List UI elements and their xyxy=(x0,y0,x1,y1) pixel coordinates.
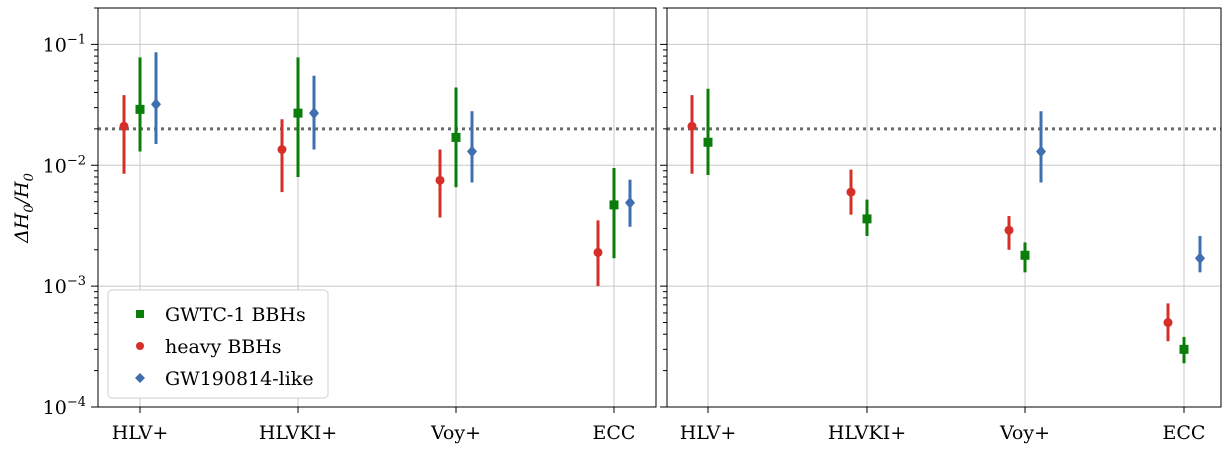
marker-gw190814 xyxy=(309,107,319,120)
y-tick-label: 10−2 xyxy=(43,153,86,177)
legend-marker-diamond xyxy=(135,373,145,383)
legend-box xyxy=(107,289,329,399)
x-tick-label: HLV+ xyxy=(112,422,169,444)
marker-gw190814 xyxy=(1195,252,1205,265)
legend-label: GWTC-1 BBHs xyxy=(165,304,306,326)
y-tick-label: 10−4 xyxy=(43,395,86,419)
x-tick-label: Voy+ xyxy=(430,422,481,444)
marker-gwtc1 xyxy=(135,104,145,114)
marker-gwtc1 xyxy=(1020,250,1030,260)
x-tick-label: ECC xyxy=(593,422,636,444)
marker-heavy xyxy=(846,187,856,197)
y-axis-title: ΔH0/H0 xyxy=(11,173,37,244)
marker-gwtc1 xyxy=(609,200,619,210)
marker-heavy xyxy=(687,121,697,131)
marker-gw190814 xyxy=(1036,145,1046,158)
plot-frame xyxy=(666,7,1222,408)
x-tick-label: HLVKI+ xyxy=(828,422,906,444)
marker-heavy xyxy=(277,145,287,155)
y-tick-label: 10−3 xyxy=(43,274,86,298)
marker-gwtc1 xyxy=(1179,344,1189,354)
x-tick-label: ECC xyxy=(1163,422,1206,444)
legend: GWTC-1 BBHs heavy BBHs GW190814-like xyxy=(107,289,329,399)
legend-marker-circle xyxy=(136,342,144,350)
x-tick-label: HLV+ xyxy=(680,422,737,444)
marker-gwtc1 xyxy=(451,132,461,142)
legend-label: heavy BBHs xyxy=(165,336,282,358)
legend-label: GW190814-like xyxy=(165,368,314,390)
x-tick-label: Voy+ xyxy=(999,422,1050,444)
x-tick-label: HLVKI+ xyxy=(259,422,337,444)
marker-gwtc1 xyxy=(293,108,303,118)
plot-frame xyxy=(97,7,657,408)
marker-heavy xyxy=(119,121,129,131)
marker-heavy xyxy=(1004,225,1014,235)
marker-gw190814 xyxy=(467,145,477,158)
panel-left: HLV+ HLVKI+ Voy+ ECC 10−1 10−2 10−3 10−4 ΔH0/H0 G… xyxy=(11,7,657,444)
panel-right: HLV+ HLVKI+ Voy+ ECC xyxy=(660,7,1222,444)
legend-marker-square xyxy=(136,310,144,318)
marker-heavy xyxy=(435,175,445,185)
marker-heavy xyxy=(1163,318,1173,328)
marker-gw190814 xyxy=(151,98,161,111)
marker-gw190814 xyxy=(625,196,635,209)
marker-heavy xyxy=(593,247,603,257)
y-tick-label: 10−1 xyxy=(43,32,86,56)
marker-gwtc1 xyxy=(703,137,713,147)
marker-gwtc1 xyxy=(862,214,872,224)
